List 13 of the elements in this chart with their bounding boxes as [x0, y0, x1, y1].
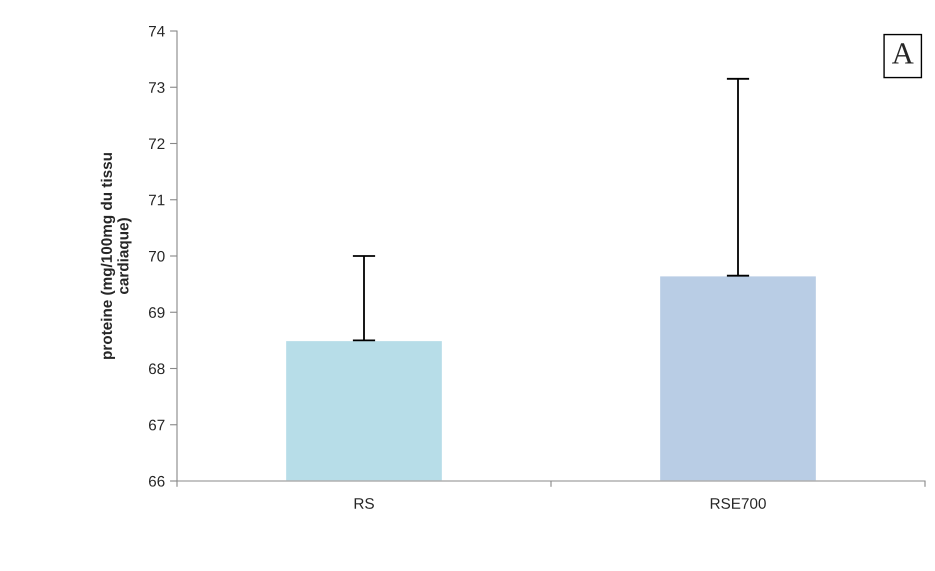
y-tick-label: 74 [148, 26, 165, 37]
annotation: A [892, 43, 914, 64]
y-tick-label: 73 [148, 82, 165, 93]
y-axis-title: proteine (mg/100mg du tissu cardiaque) [100, 153, 132, 359]
x-tick-label: RSE700 [710, 498, 766, 509]
y-tick-label: 71 [148, 194, 164, 206]
y-tick-label: 72 [148, 138, 164, 150]
y-tick-label: 67 [148, 420, 164, 430]
y-tick-label: 66 [148, 476, 165, 487]
y-tick-label: 70 [148, 250, 165, 262]
y-tick-label: 68 [148, 363, 165, 374]
y-tick-label: 69 [148, 307, 164, 318]
x-tick-label: RS [354, 498, 374, 509]
